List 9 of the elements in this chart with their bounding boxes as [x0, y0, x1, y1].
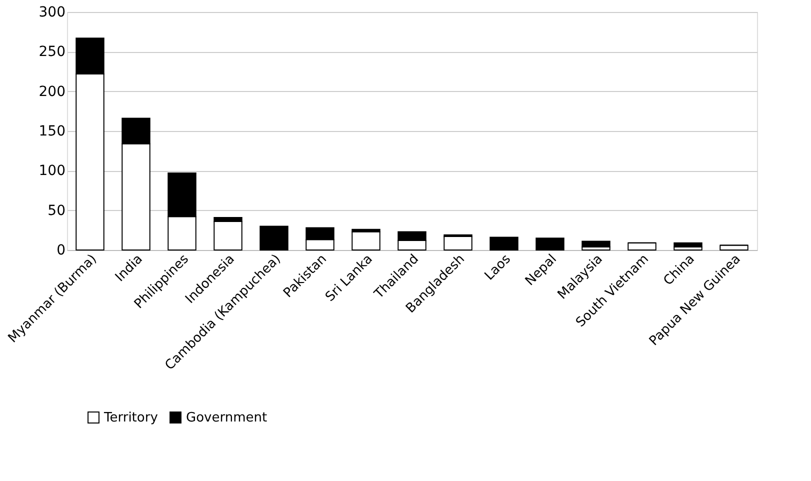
y-tick-label: 250: [38, 44, 66, 60]
y-tick-label: 100: [38, 163, 66, 180]
y-tick-label: 200: [38, 84, 66, 100]
y-tick-label: 300: [38, 4, 66, 20]
legend-label: Government: [186, 410, 268, 426]
y-tick-label: 50: [48, 202, 66, 219]
legend-label: Territory: [103, 410, 158, 426]
y-tick-label: 0: [56, 242, 66, 258]
y-tick-label: 150: [38, 124, 66, 140]
